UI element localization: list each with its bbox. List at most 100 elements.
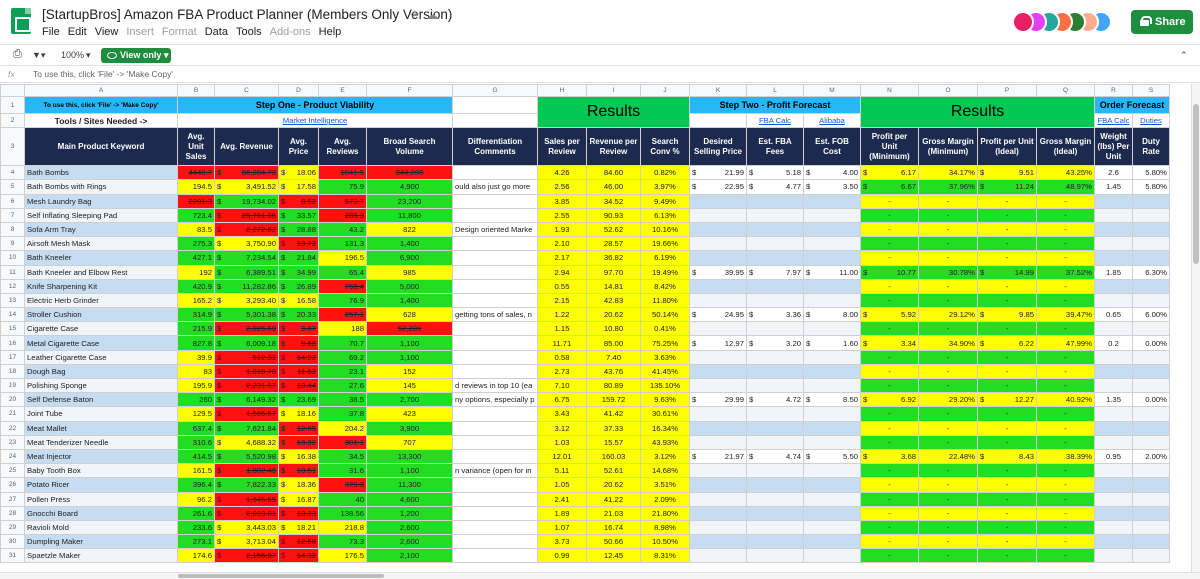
avatar[interactable] [1012, 11, 1034, 33]
search-volume-cell[interactable]: 2,600 [366, 519, 453, 536]
results-cell[interactable]: 135.10% [640, 377, 690, 394]
avg-price-cell[interactable]: $9.68 [278, 335, 319, 351]
results-cell[interactable]: 97.70 [586, 264, 641, 280]
desired-price-cell[interactable]: $21.99 [689, 165, 747, 181]
column-title[interactable]: Gross Margin (Minimum) [918, 127, 978, 167]
profit-ideal-cell[interactable]: - [977, 321, 1037, 337]
fba-fees-cell[interactable]: $3.36 [746, 307, 804, 323]
weight-cell[interactable]: 2.6 [1094, 165, 1133, 181]
comments-cell[interactable]: Design oriented Marke [452, 221, 538, 238]
desired-price-cell[interactable] [689, 193, 747, 209]
duty-rate-cell[interactable] [1132, 519, 1170, 536]
margin-min-cell[interactable]: - [918, 477, 978, 493]
margin-ideal-cell[interactable]: - [1036, 250, 1095, 266]
avg-price-cell[interactable]: $18.36 [278, 477, 319, 493]
fba-fees-cell[interactable] [746, 463, 804, 479]
avg-unit-sales-cell[interactable]: 83.5 [177, 221, 215, 238]
duty-rate-cell[interactable] [1132, 321, 1170, 337]
profit-ideal-cell[interactable]: - [977, 434, 1037, 450]
weight-cell[interactable] [1094, 463, 1133, 479]
row-number[interactable]: 5 [0, 179, 25, 195]
profit-min-cell[interactable]: - [860, 363, 919, 380]
alibaba-link[interactable]: Alibaba [803, 112, 861, 129]
profit-min-cell[interactable]: - [860, 207, 919, 223]
step-two-header[interactable]: Step Two - Profit Forecast [689, 96, 861, 114]
comments-cell[interactable]: getting tons of sales, n [452, 307, 538, 323]
results-cell[interactable]: 42.83 [586, 292, 641, 309]
avg-revenue-cell[interactable]: $2,013.81 [214, 505, 279, 521]
avg-unit-sales-cell[interactable]: 195.9 [177, 377, 215, 394]
avg-price-cell[interactable]: $26.89 [278, 278, 319, 294]
duty-rate-cell[interactable]: 0.00% [1132, 335, 1170, 351]
results-cell[interactable]: 2.73 [537, 363, 587, 380]
fba-fees-cell[interactable]: $4.74 [746, 448, 804, 465]
duty-rate-cell[interactable] [1132, 505, 1170, 521]
fob-cost-cell[interactable] [803, 477, 861, 493]
product-keyword-cell[interactable]: Meat Mallet [24, 420, 178, 436]
fob-cost-cell[interactable] [803, 250, 861, 266]
results-cell[interactable]: 2.17 [537, 250, 587, 266]
fob-cost-cell[interactable] [803, 236, 861, 252]
avg-revenue-cell[interactable]: $6,009.18 [214, 335, 279, 351]
desired-price-cell[interactable]: $21.97 [689, 448, 747, 465]
fba-fees-cell[interactable] [746, 207, 804, 223]
avg-revenue-cell[interactable]: $1,565.67 [214, 406, 279, 422]
desired-price-cell[interactable] [689, 221, 747, 238]
profit-min-cell[interactable]: - [860, 292, 919, 309]
comments-cell[interactable] [452, 534, 538, 550]
avg-price-cell[interactable]: $16.58 [278, 292, 319, 309]
fob-cost-cell[interactable]: $1.60 [803, 335, 861, 351]
profit-ideal-cell[interactable]: - [977, 363, 1037, 380]
results2-header[interactable]: Results [860, 95, 1095, 129]
column-title[interactable]: Broad Search Volume [366, 127, 453, 167]
fba-fees-cell[interactable] [746, 505, 804, 521]
results-cell[interactable]: 41.42 [586, 406, 641, 422]
fba-fees-cell[interactable] [746, 221, 804, 238]
comments-cell[interactable] [452, 321, 538, 337]
fba-fees-cell[interactable] [746, 278, 804, 294]
results-cell[interactable]: 7.10 [537, 377, 587, 394]
row-number[interactable]: 2 [0, 112, 25, 129]
desired-price-cell[interactable] [689, 406, 747, 422]
search-volume-cell[interactable]: 707 [366, 434, 453, 450]
results-cell[interactable]: 2.41 [537, 491, 587, 507]
margin-ideal-cell[interactable]: - [1036, 477, 1095, 493]
search-volume-cell[interactable]: 5,000 [366, 278, 453, 294]
margin-min-cell[interactable]: - [918, 236, 978, 252]
margin-min-cell[interactable]: - [918, 250, 978, 266]
comments-cell[interactable] [452, 193, 538, 209]
scroll-thumb[interactable] [178, 574, 384, 578]
instruction-cell[interactable]: To use this, click 'File' -> 'Make Copy' [24, 96, 178, 114]
avg-revenue-cell[interactable]: $3,491.52 [214, 179, 279, 195]
comments-cell[interactable]: n variance (open for in [452, 463, 538, 479]
column-header-a[interactable]: A [24, 84, 178, 97]
menu-view[interactable]: View [94, 26, 119, 38]
row-number[interactable]: 16 [0, 335, 25, 351]
product-keyword-cell[interactable]: Ravioli Mold [24, 519, 178, 536]
results-cell[interactable]: 46.00 [586, 179, 641, 195]
menu-tools[interactable]: Tools [235, 26, 262, 38]
weight-cell[interactable] [1094, 292, 1133, 309]
margin-ideal-cell[interactable]: - [1036, 292, 1095, 309]
fob-cost-cell[interactable] [803, 463, 861, 479]
margin-ideal-cell[interactable]: - [1036, 420, 1095, 436]
search-volume-cell[interactable]: 23,200 [366, 193, 453, 209]
column-title[interactable]: Duty Rate [1132, 127, 1170, 167]
column-title[interactable]: Main Product Keyword [24, 127, 178, 167]
weight-cell[interactable] [1094, 519, 1133, 536]
column-header-p[interactable]: P [977, 84, 1037, 97]
results-cell[interactable]: 1.07 [537, 519, 587, 536]
avg-reviews-cell[interactable]: 34.5 [318, 448, 367, 465]
duty-rate-cell[interactable] [1132, 477, 1170, 493]
column-title[interactable]: Avg. Price [278, 127, 319, 167]
product-keyword-cell[interactable]: Sofa Arm Tray [24, 221, 178, 238]
star-icon[interactable]: ☆ [409, 8, 420, 22]
results-cell[interactable]: 1.03 [537, 434, 587, 450]
margin-ideal-cell[interactable]: - [1036, 463, 1095, 479]
row-number[interactable]: 4 [0, 165, 25, 181]
avg-unit-sales-cell[interactable]: 233.6 [177, 519, 215, 536]
column-title[interactable]: Search Conv % [640, 127, 690, 167]
avg-reviews-cell[interactable]: 283.3 [318, 207, 367, 223]
profit-ideal-cell[interactable]: - [977, 406, 1037, 422]
search-volume-cell[interactable]: 4,900 [366, 179, 453, 195]
